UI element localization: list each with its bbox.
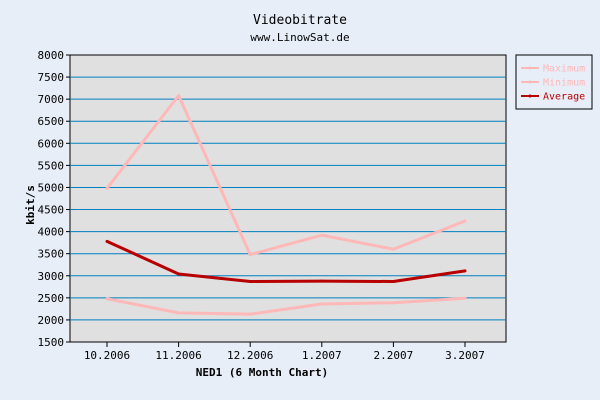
data-point-minimum: [391, 301, 395, 305]
legend-label: Minimum: [543, 78, 585, 89]
data-point-average: [463, 269, 467, 273]
legend-marker: [528, 80, 532, 84]
legend-label: Average: [543, 92, 585, 103]
x-tick-label: 3.2007: [445, 349, 485, 362]
data-point-maximum: [177, 94, 181, 98]
y-axis-ticks: 1500 2000 2500 3000 3500 4000 4500 5000 5500 6000…: [38, 49, 70, 349]
x-tick-label: 2.2007: [374, 349, 414, 362]
x-tick-label: 11.2006: [155, 349, 201, 362]
y-tick-label: 3500: [38, 248, 65, 261]
x-axis-label: NED1 (6 Month Chart): [196, 366, 328, 379]
data-point-minimum: [105, 297, 109, 301]
legend: Maximum Minimum Average: [515, 54, 593, 110]
x-tick-label: 1.2007: [302, 349, 342, 362]
data-point-maximum: [320, 233, 324, 237]
y-tick-label: 4500: [38, 204, 65, 217]
y-tick-label: 5500: [38, 159, 65, 172]
data-point-minimum: [248, 312, 252, 316]
data-point-maximum: [105, 186, 109, 190]
data-point-minimum: [320, 302, 324, 306]
x-tick-label: 12.2006: [227, 349, 273, 362]
series-line-minimum: [106, 296, 466, 316]
y-tick-label: 5000: [38, 181, 65, 194]
y-tick-label: 7500: [38, 71, 65, 84]
chart-subtitle: www.LinowSat.de: [250, 31, 349, 44]
series-line-maximum: [105, 94, 466, 257]
y-tick-label: 2000: [38, 314, 65, 327]
data-point-minimum: [177, 311, 181, 315]
y-tick-label: 4000: [38, 226, 65, 239]
y-tick-label: 3000: [38, 270, 65, 283]
series-line-average: [106, 239, 466, 284]
plot-area: [69, 54, 507, 343]
data-point-average: [391, 280, 395, 284]
legend-marker: [528, 66, 532, 70]
legend-marker: [528, 94, 532, 98]
data-point-minimum: [463, 296, 467, 300]
data-point-average: [105, 239, 109, 243]
y-tick-label: 8000: [38, 49, 65, 62]
y-axis-label: kbit/s: [24, 185, 37, 225]
data-point-average: [248, 280, 252, 284]
data-point-average: [320, 279, 324, 283]
chart-title: Videobitrate: [253, 13, 347, 28]
y-tick-label: 1500: [38, 336, 65, 349]
data-point-average: [177, 272, 181, 276]
y-tick-label: 6000: [38, 137, 65, 150]
data-point-maximum: [463, 219, 467, 223]
y-tick-label: 6500: [38, 115, 65, 128]
x-axis-ticks: 10.2006 11.2006 12.2006 1.2007 2.2007 3.2007: [84, 342, 485, 362]
y-tick-label: 2500: [38, 292, 65, 305]
data-point-maximum: [248, 253, 252, 257]
series-lines: [105, 94, 467, 316]
legend-label: Maximum: [543, 64, 585, 75]
data-point-maximum: [391, 247, 395, 251]
x-tick-label: 10.2006: [84, 349, 130, 362]
y-tick-label: 7000: [38, 93, 65, 106]
